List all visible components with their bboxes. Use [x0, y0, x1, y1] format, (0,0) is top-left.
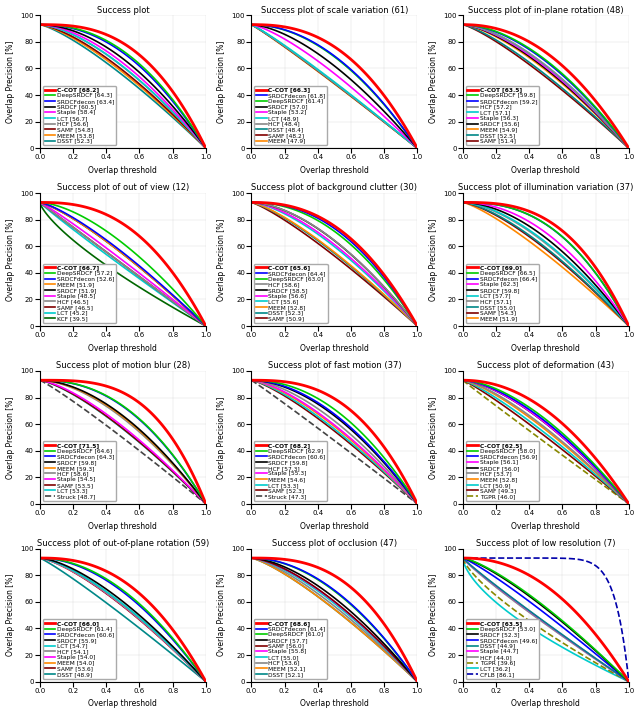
Y-axis label: Overlap Precision [%]: Overlap Precision [%]	[6, 218, 15, 301]
Title: Success plot of in-plane rotation (48): Success plot of in-plane rotation (48)	[468, 6, 623, 14]
Y-axis label: Overlap Precision [%]: Overlap Precision [%]	[217, 396, 226, 478]
Y-axis label: Overlap Precision [%]: Overlap Precision [%]	[6, 41, 15, 123]
X-axis label: Overlap threshold: Overlap threshold	[511, 700, 580, 708]
Title: Success plot of scale variation (61): Success plot of scale variation (61)	[260, 6, 408, 14]
X-axis label: Overlap threshold: Overlap threshold	[511, 522, 580, 531]
X-axis label: Overlap threshold: Overlap threshold	[88, 700, 157, 708]
X-axis label: Overlap threshold: Overlap threshold	[300, 344, 369, 353]
Legend: C-COT [66.7], DeepSRDCF [57.2], SRDCFdecon [52.6], MEEM [51.9], SRDCF [51.9], St: C-COT [66.7], DeepSRDCF [57.2], SRDCFdec…	[43, 263, 116, 323]
X-axis label: Overlap threshold: Overlap threshold	[88, 522, 157, 531]
Y-axis label: Overlap Precision [%]: Overlap Precision [%]	[429, 396, 438, 478]
Y-axis label: Overlap Precision [%]: Overlap Precision [%]	[429, 41, 438, 123]
Title: Success plot of out of view (12): Success plot of out of view (12)	[57, 183, 189, 192]
X-axis label: Overlap threshold: Overlap threshold	[88, 166, 157, 175]
Title: Success plot: Success plot	[97, 6, 149, 14]
Y-axis label: Overlap Precision [%]: Overlap Precision [%]	[217, 218, 226, 301]
Legend: C-COT [71.5], DeepSRDCF [64.6], SRDCFdecon [64.3], SRDCF [59.8], MEEM [59.3], HC: C-COT [71.5], DeepSRDCF [64.6], SRDCFdec…	[43, 441, 116, 501]
Y-axis label: Overlap Precision [%]: Overlap Precision [%]	[6, 396, 15, 478]
Title: Success plot of low resolution (7): Success plot of low resolution (7)	[476, 539, 616, 548]
Y-axis label: Overlap Precision [%]: Overlap Precision [%]	[6, 574, 15, 656]
X-axis label: Overlap threshold: Overlap threshold	[300, 166, 369, 175]
X-axis label: Overlap threshold: Overlap threshold	[300, 522, 369, 531]
X-axis label: Overlap threshold: Overlap threshold	[88, 344, 157, 353]
Legend: C-COT [66.3], SRDCFdecon [61.8], DeepSRDCF [61.4], SRDCF [57.0], Staple [53.2], : C-COT [66.3], SRDCFdecon [61.8], DeepSRD…	[254, 86, 328, 146]
Legend: C-COT [62.5], DeepSRDCF [58.0], SRDCFdecon [56.9], Staple [56.1], SRDCF [56.0], : C-COT [62.5], DeepSRDCF [58.0], SRDCFdec…	[466, 441, 539, 501]
Legend: C-COT [68.2], DeepSRDCF [62.9], SRDCFdecon [60.6], SRDCF [59.8], HCF [57.3], Sta: C-COT [68.2], DeepSRDCF [62.9], SRDCFdec…	[254, 441, 328, 501]
Legend: C-COT [66.0], DeepSRDCF [61.4], SRDCFdecon [60.6], SRDCF [55.9], LCT [54.7], HCF: C-COT [66.0], DeepSRDCF [61.4], SRDCFdec…	[43, 619, 116, 679]
Legend: C-COT [69.0], DeepSRDCF [66.5], SRDCFdecon [66.4], Staple [62.3], SRDCF [59.8], : C-COT [69.0], DeepSRDCF [66.5], SRDCFdec…	[466, 263, 539, 323]
Legend: C-COT [68.2], DeepSRDCF [64.3], SRDCFdecon [63.4], SRDCF [60.5], Staple [58.4], : C-COT [68.2], DeepSRDCF [64.3], SRDCFdec…	[43, 86, 116, 146]
Y-axis label: Overlap Precision [%]: Overlap Precision [%]	[429, 574, 438, 656]
X-axis label: Overlap threshold: Overlap threshold	[300, 700, 369, 708]
Legend: C-COT [63.5], DeepSRDCF [53.0], SRDCF [52.3], SRDCFdecon [49.6], DSST [44.9], St: C-COT [63.5], DeepSRDCF [53.0], SRDCF [5…	[466, 619, 539, 679]
Y-axis label: Overlap Precision [%]: Overlap Precision [%]	[429, 218, 438, 301]
Title: Success plot of deformation (43): Success plot of deformation (43)	[477, 361, 614, 370]
Y-axis label: Overlap Precision [%]: Overlap Precision [%]	[217, 41, 226, 123]
Title: Success plot of out-of-plane rotation (59): Success plot of out-of-plane rotation (5…	[36, 539, 209, 548]
Title: Success plot of motion blur (28): Success plot of motion blur (28)	[56, 361, 190, 370]
X-axis label: Overlap threshold: Overlap threshold	[511, 166, 580, 175]
Legend: C-COT [68.6], SRDCFdecon [61.4], DeepSRDCF [61.0], SRDCF [57.7], SAMF [56.0], St: C-COT [68.6], SRDCFdecon [61.4], DeepSRD…	[254, 619, 328, 679]
X-axis label: Overlap threshold: Overlap threshold	[511, 344, 580, 353]
Title: Success plot of background clutter (30): Success plot of background clutter (30)	[252, 183, 417, 192]
Title: Success plot of occlusion (47): Success plot of occlusion (47)	[272, 539, 397, 548]
Y-axis label: Overlap Precision [%]: Overlap Precision [%]	[217, 574, 226, 656]
Title: Success plot of illumination variation (37): Success plot of illumination variation (…	[458, 183, 634, 192]
Title: Success plot of fast motion (37): Success plot of fast motion (37)	[268, 361, 401, 370]
Legend: C-COT [63.5], DeepSRDCF [59.8], SRDCFdecon [59.2], HCF [57.2], LCT [57.1], Stapl: C-COT [63.5], DeepSRDCF [59.8], SRDCFdec…	[466, 86, 539, 146]
Legend: C-COT [65.6], SRDCFdecon [64.4], DeepSRDCF [63.0], HCF [58.6], SRDCF [58.5], Sta: C-COT [65.6], SRDCFdecon [64.4], DeepSRD…	[254, 263, 328, 323]
